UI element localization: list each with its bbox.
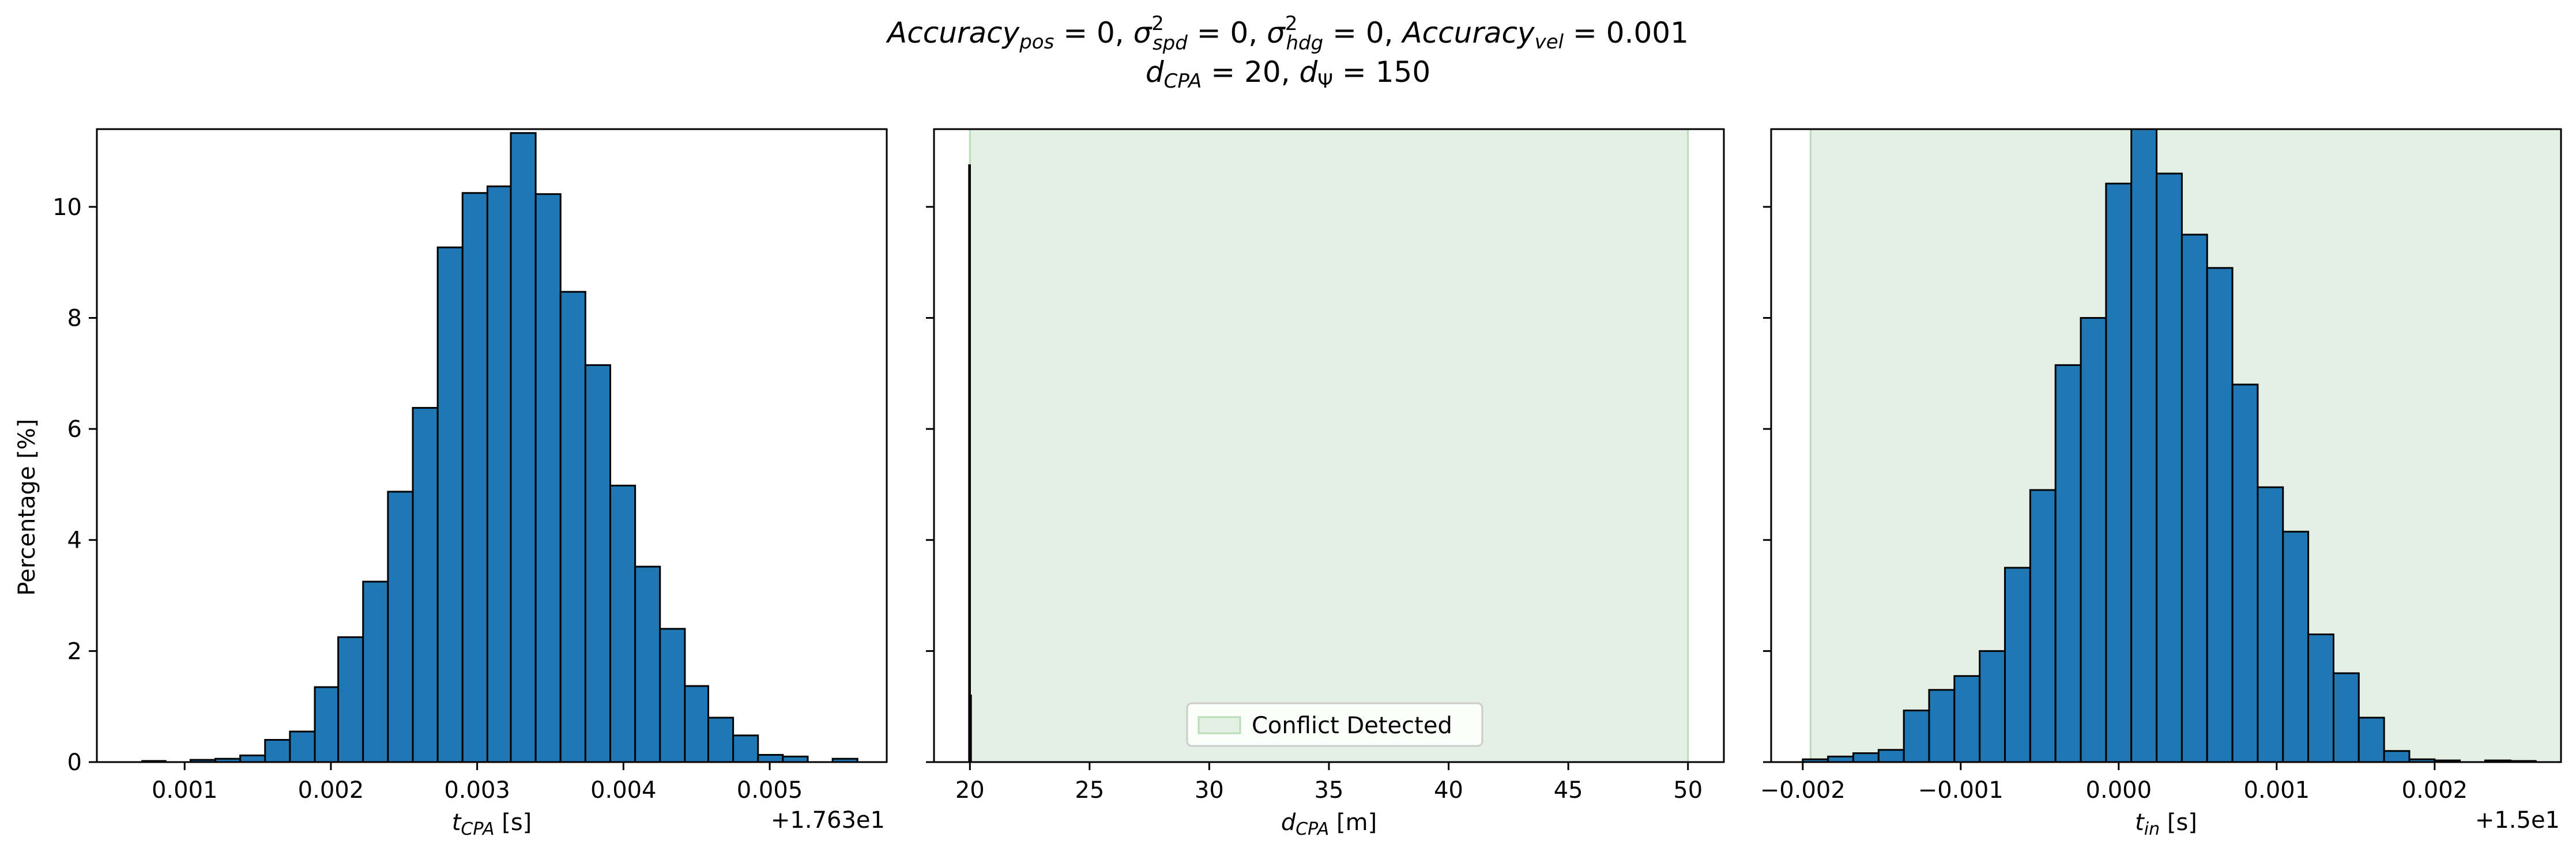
tin-bar-10 <box>2054 364 2082 763</box>
tin-bar-7 <box>1979 650 2006 763</box>
tin-x-axis-label: tin [s] <box>2135 809 2197 839</box>
tcpa-x-tick-label-3: 0.004 <box>590 777 657 804</box>
tcpa-bar-9 <box>362 580 389 763</box>
tin-bar-17 <box>2231 383 2259 763</box>
dcpa-x-tick-label-2: 30 <box>1195 777 1224 804</box>
tcpa-bar-8 <box>337 636 364 763</box>
tin-bar-22 <box>2357 717 2385 763</box>
tcpa-x-axis-label: tCPA [s] <box>452 809 532 839</box>
tin-bar-16 <box>2206 267 2234 763</box>
tin-axes-frame <box>1770 128 2562 763</box>
tin-bar-20 <box>2307 633 2334 763</box>
y-axis-label: Percentage [%] <box>14 419 40 596</box>
dcpa-x-tick-label-0: 20 <box>955 777 985 804</box>
tcpa-bar-15 <box>510 132 537 763</box>
tcpa-bar-21 <box>659 628 686 763</box>
dcpa-conflict-region <box>969 128 1689 763</box>
tcpa-y-tick-label-3: 6 <box>67 416 82 443</box>
dcpa-x-tick-label-3: 35 <box>1315 777 1344 804</box>
tcpa-bar-22 <box>684 685 709 763</box>
tcpa-bar-4 <box>239 754 266 763</box>
tin-x-tick-label-2: 0.000 <box>2086 777 2152 804</box>
dcpa-x-axis-label: dCPA [m] <box>1281 809 1377 839</box>
tin-x-tick-label-0: −0.002 <box>1760 777 1846 804</box>
figure-title-line1: Accuracypos = 0, σ2 spd = 0, σ2 hdg = 0, A… <box>886 12 1689 55</box>
tin-histogram-panel: −0.002 −0.001 0.000 0.001 0.002 <box>1760 128 2562 804</box>
legend-label: Conflict Detected <box>1252 712 1452 739</box>
tcpa-offset-text: +1.763e1 <box>771 807 885 834</box>
tcpa-bar-13 <box>461 192 488 763</box>
tcpa-y-tick-label-4: 8 <box>67 305 82 331</box>
dcpa-bar-0 <box>968 164 971 763</box>
tcpa-bar-11 <box>412 407 439 763</box>
tcpa-x-tick-label-2: 0.003 <box>444 777 510 804</box>
tcpa-bar-10 <box>387 491 414 763</box>
dcpa-histogram-panel: 20 25 30 35 40 45 50 Conflict Detected <box>926 128 1725 804</box>
tin-x-tick-label-3: 0.001 <box>2244 777 2310 804</box>
tcpa-y-tick-label-0: 0 <box>67 749 82 776</box>
dcpa-x-tick-label-5: 45 <box>1554 777 1583 804</box>
dcpa-x-tick-label-6: 50 <box>1673 777 1703 804</box>
tin-bar-19 <box>2282 530 2310 763</box>
tin-x-tick-label-4: 0.002 <box>2402 777 2468 804</box>
tcpa-bar-25 <box>757 753 784 763</box>
dcpa-x-tick-label-4: 40 <box>1434 777 1463 804</box>
tin-bar-15 <box>2180 233 2208 763</box>
tcpa-axes-frame <box>96 128 888 763</box>
tin-x-tick-label-1: −0.001 <box>1918 777 2003 804</box>
tin-bar-9 <box>2029 489 2057 763</box>
tin-bar-4 <box>1903 709 1930 763</box>
tin-offset-text: +1.5e1 <box>2475 807 2560 834</box>
tcpa-x-tick-label-4: 0.005 <box>737 777 803 804</box>
tcpa-bar-12 <box>436 246 464 763</box>
tcpa-x-tick-label-0: 0.001 <box>152 777 218 804</box>
tcpa-bar-23 <box>707 717 735 763</box>
tcpa-bar-5 <box>264 738 291 763</box>
tin-bar-5 <box>1928 689 1956 763</box>
tcpa-histogram-panel: 0.001 0.002 0.003 0.004 0.005 0 2 4 6 8 10 <box>52 128 888 804</box>
tin-bar-12 <box>2105 182 2133 763</box>
tcpa-bar-7 <box>314 686 340 763</box>
tcpa-bar-24 <box>732 734 759 763</box>
dcpa-x-tick-label-1: 25 <box>1075 777 1104 804</box>
tin-bar-23 <box>2383 750 2411 763</box>
tin-bar-18 <box>2257 486 2284 763</box>
tin-bar-8 <box>2004 567 2031 763</box>
tin-bar-2 <box>1852 752 1880 763</box>
tin-bar-6 <box>1953 675 1981 763</box>
tcpa-bar-16 <box>534 193 562 763</box>
tcpa-bar-6 <box>289 730 316 763</box>
dcpa-bar-1 <box>969 694 972 763</box>
tin-bar-13 <box>2130 128 2158 763</box>
tin-bar-3 <box>1877 749 1905 763</box>
tcpa-bar-18 <box>584 364 611 763</box>
tcpa-y-tick-label-1: 2 <box>67 638 82 665</box>
tcpa-bar-20 <box>634 566 661 763</box>
tcpa-bar-14 <box>486 185 512 763</box>
tin-bar-14 <box>2156 172 2183 763</box>
legend-box <box>1186 702 1483 747</box>
tcpa-y-tick-label-5: 10 <box>52 194 82 221</box>
dcpa-legend: Conflict Detected <box>1186 702 1483 747</box>
tin-bar-11 <box>2080 316 2107 763</box>
tcpa-y-tick-label-2: 4 <box>67 527 82 554</box>
tcpa-bar-17 <box>559 291 586 763</box>
tcpa-bar-19 <box>609 484 637 763</box>
tcpa-x-tick-label-1: 0.002 <box>298 777 364 804</box>
legend-swatch <box>1197 716 1241 734</box>
tin-bar-21 <box>2332 672 2360 763</box>
figure-title-line2: dCPA = 20, dΨ = 150 <box>1146 55 1430 93</box>
